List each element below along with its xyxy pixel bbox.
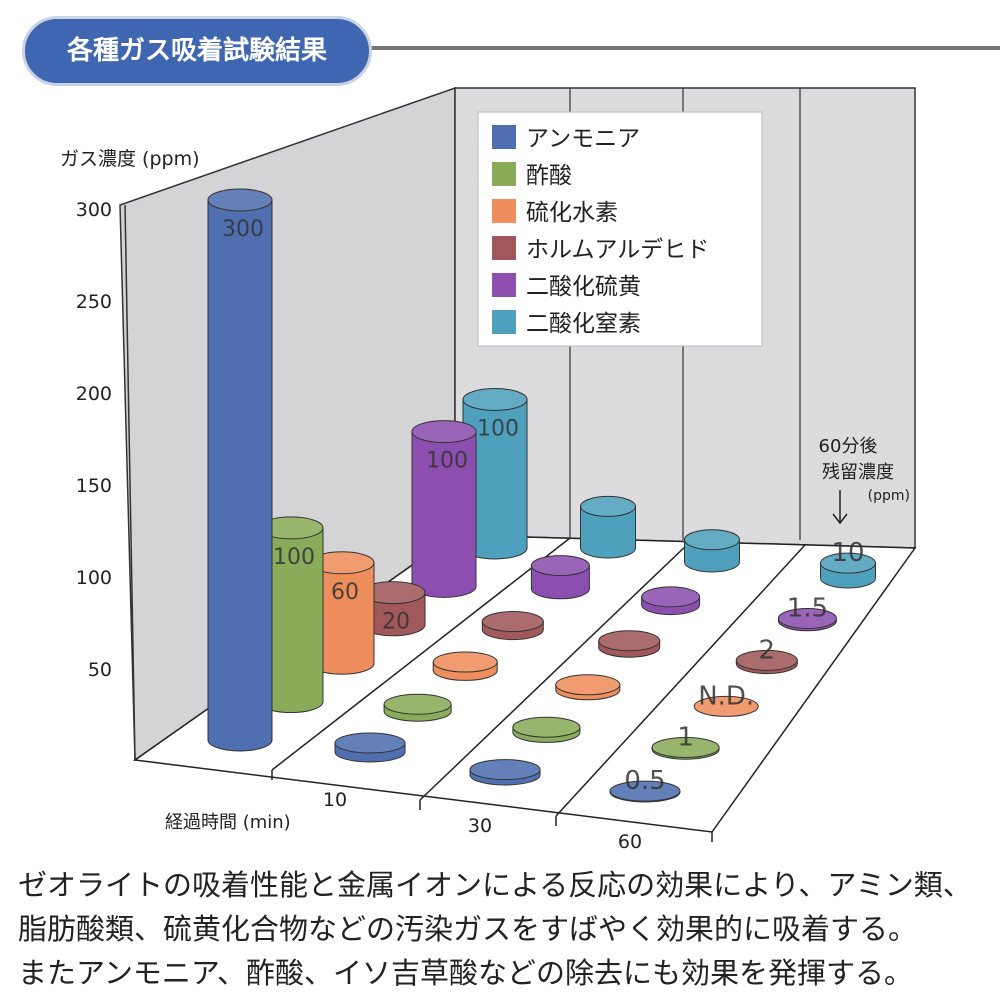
data-label: 20 — [382, 610, 410, 635]
bar-top-1-1 — [383, 693, 452, 715]
legend-swatch — [492, 273, 516, 297]
legend-swatch — [492, 236, 516, 260]
legend-box — [477, 111, 763, 347]
bar-top-3-4 — [777, 607, 837, 629]
bar-top-2-1 — [512, 716, 581, 738]
legend-swatch — [492, 125, 516, 149]
x-tick-label: 10 — [323, 789, 347, 811]
y-tick-label: 100 — [76, 567, 112, 589]
floor-divider — [271, 537, 571, 771]
legend-label: 酢酸 — [526, 163, 572, 189]
bar-top-2-3 — [598, 630, 661, 652]
annotation-line1: 60分後 — [819, 436, 878, 457]
data-label: 100 — [273, 545, 315, 570]
bar-top-0-4 — [411, 420, 477, 444]
data-label: N.D. — [698, 681, 754, 711]
bar-top-2-0 — [469, 759, 541, 781]
x-tick-label: 30 — [468, 815, 492, 837]
bar-top-2-5 — [684, 529, 740, 551]
y-tick-label: 50 — [88, 659, 112, 681]
bar-top-1-4 — [530, 555, 590, 577]
page-title: 各種ガス吸着試験結果 — [22, 16, 372, 86]
y-axis — [124, 204, 136, 761]
description-line-2: 脂肪酸類、硫黄化合物などの汚染ガスをすばやく効果的に吸着する。 — [18, 912, 918, 946]
legend-swatch — [492, 199, 516, 223]
bar-top-1-5 — [580, 495, 636, 517]
data-label: 10 — [831, 538, 864, 568]
data-label: 100 — [477, 417, 519, 442]
annotation-unit: (ppm) — [868, 488, 910, 504]
y-tick-label: 150 — [76, 475, 112, 497]
data-label: 100 — [426, 449, 468, 474]
bar-top-0-0 — [207, 188, 273, 212]
y-axis-label: ガス濃度 (ppm) — [60, 148, 200, 170]
bar-top-1-2 — [432, 651, 498, 673]
y-tick-label: 200 — [76, 383, 112, 405]
bar-top-3-2 — [693, 695, 759, 717]
annotation-arrowhead-icon — [832, 513, 848, 525]
bar-top-0-5 — [462, 388, 528, 411]
data-label: 1.5 — [787, 593, 828, 623]
floor-divider — [555, 544, 806, 817]
bar-body-1-5 — [580, 505, 636, 559]
bar-top-1-0 — [334, 732, 406, 754]
bar-top-3-5 — [820, 552, 876, 574]
legend-label: 二酸化窒素 — [526, 311, 641, 337]
bar-top-1-3 — [481, 611, 544, 633]
legend-swatch — [492, 162, 516, 186]
legend-swatch — [492, 310, 516, 334]
description-line-3: またアンモニア、酢酸、イソ吉草酸などの除去にも効果を発揮する。 — [18, 956, 913, 990]
annotation-line2: 残留濃度 — [822, 462, 894, 483]
legend-label: アンモニア — [526, 126, 640, 152]
gas-adsorption-chart: ガス濃度 (ppm) 50 100 150 200 250 300 経過時間 (min) 10 3… — [60, 86, 917, 853]
legend-label: 二酸化硫黄 — [526, 274, 641, 300]
data-label: 1 — [677, 722, 694, 752]
x-tick-label: 60 — [618, 831, 642, 853]
y-tick-label: 300 — [76, 199, 112, 221]
floor-divider — [419, 541, 691, 801]
bar-body-0-0 — [207, 199, 273, 752]
legend-label: ホルムアルデヒド — [526, 237, 709, 263]
bar-top-2-2 — [555, 674, 621, 696]
data-label: 60 — [331, 580, 359, 605]
title-divider — [360, 46, 1000, 50]
bar-top-3-1 — [651, 736, 720, 758]
data-label: 0.5 — [624, 766, 665, 796]
y-tick-label: 250 — [76, 291, 112, 313]
bar-top-3-0 — [609, 780, 681, 802]
data-label: 300 — [222, 217, 264, 242]
bar-top-2-4 — [641, 586, 701, 608]
legend-label: 硫化水素 — [526, 200, 618, 226]
description-line-1: ゼオライトの吸着性能と金属イオンによる反応の効果により、アミン類、 — [18, 868, 972, 902]
bar-top-3-3 — [735, 649, 798, 671]
data-label: 2 — [759, 635, 776, 665]
x-axis-label: 経過時間 (min) — [165, 812, 291, 833]
